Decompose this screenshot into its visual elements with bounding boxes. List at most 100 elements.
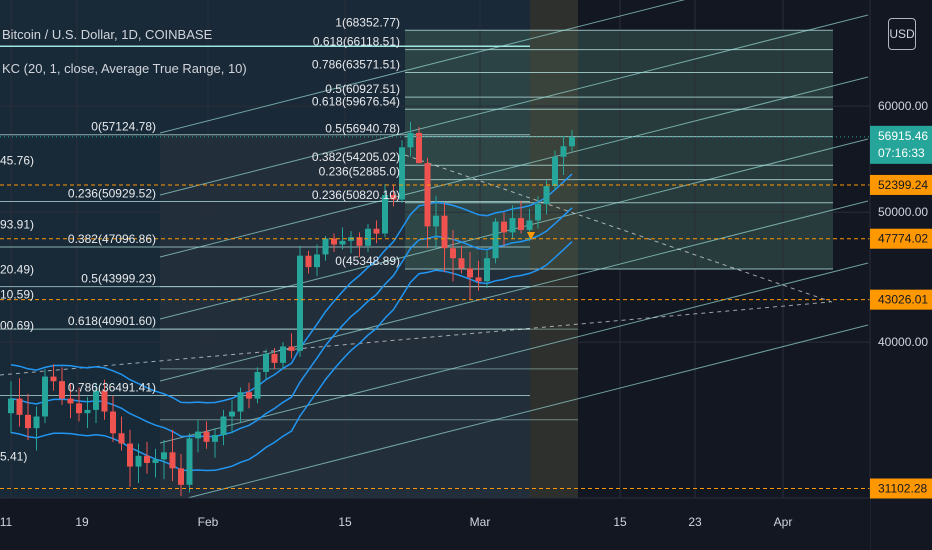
price-axis-tick: 40000.00 [878, 335, 928, 349]
candle-body [560, 146, 567, 157]
last-price-box [870, 125, 932, 164]
fib-label-partial: 00.69) [0, 318, 34, 332]
time-axis-tick: 23 [688, 515, 702, 529]
candle-body [110, 411, 116, 434]
fib-label-right: 0.786(63571.51) [312, 57, 400, 71]
time-axis-tick: 19 [75, 515, 89, 529]
fib-label-right: 0(45348.89) [335, 254, 400, 268]
candle-body [280, 346, 286, 363]
candle-body [365, 228, 371, 246]
fib-label-right: 0.618(66118.51) [313, 35, 400, 49]
candle-body [152, 459, 159, 463]
candle-body [390, 195, 397, 200]
candle-body [254, 371, 261, 399]
channel-line [159, 262, 869, 444]
last-price-countdown: 07:16:33 [878, 146, 925, 160]
candle-body [229, 411, 235, 417]
candle-body [314, 254, 320, 268]
candle-body [475, 277, 482, 282]
signal-marker [527, 232, 535, 240]
candle-body [373, 228, 380, 234]
time-axis-tick: Apr [774, 515, 793, 529]
candle-body [118, 433, 125, 444]
fib-label-left: 0.786(36491.41) [68, 381, 156, 395]
date-range-zone [530, 0, 578, 498]
time-axis-background [0, 498, 870, 550]
candle-body [50, 376, 57, 382]
candle-body [305, 255, 312, 268]
fib-label-right: 0.5(60927.51) [325, 82, 400, 96]
trend-dashed-line [404, 154, 833, 303]
fib-label-partial: 93.91) [0, 217, 34, 231]
candle-body [450, 248, 456, 259]
price-tag-label: 43026.01 [878, 293, 928, 307]
fib-label-right: 0.236(50820.10) [312, 188, 400, 202]
candle-body [33, 416, 40, 429]
candle-body [212, 434, 218, 442]
candle-body [127, 443, 133, 467]
candle-body [59, 381, 65, 399]
price-tag-label: 31102.28 [878, 482, 927, 496]
candle-body [526, 220, 533, 230]
indicator-legend: KC (20, 1, close, Average True Range, 10… [2, 61, 247, 76]
candle-body [518, 218, 524, 230]
channel-line [159, 324, 869, 506]
price-axis-tick: 50000.00 [878, 205, 928, 219]
fib-label-right: 0.236(52885.0) [319, 165, 400, 179]
trend-dashed-line [0, 301, 831, 376]
candle-body [16, 398, 23, 415]
candle-body [297, 255, 303, 351]
candle-body [569, 136, 575, 147]
last-price-label: 56915.46 [878, 129, 928, 143]
candle-body [161, 452, 167, 460]
currency-button[interactable]: USD [888, 18, 916, 50]
candle-body [101, 390, 108, 412]
candle-body [237, 392, 244, 412]
candle-body [407, 132, 414, 148]
channel-line [159, 14, 869, 196]
candle-body [356, 237, 363, 246]
candle-body [203, 431, 210, 442]
candle-body [535, 204, 541, 221]
fib-label-right: 0.382(54205.02) [312, 150, 400, 164]
price-tag-box [870, 478, 932, 499]
candle-body [135, 455, 142, 467]
candle-body [220, 416, 227, 435]
price-axis-tick: 60000.00 [878, 99, 928, 113]
candle-body [552, 156, 558, 187]
candle-body [399, 147, 405, 200]
candle-body [467, 268, 473, 278]
channel-line [159, 200, 869, 382]
price-axis-background [870, 0, 932, 550]
price-tag-label: 52399.24 [878, 178, 928, 192]
fib-label-partial: 10.59) [0, 288, 34, 302]
channel-line [159, 0, 686, 134]
candle-body [93, 390, 99, 410]
candle-body [433, 215, 439, 227]
time-axis-tick: 11 [0, 515, 13, 529]
candle-body [42, 376, 48, 417]
fib-label-left: 0(57124.78) [91, 120, 156, 134]
candle-body [186, 438, 193, 485]
candle-body [271, 353, 278, 363]
candle-body [543, 186, 550, 205]
candle-body [509, 218, 516, 233]
candle-body [246, 392, 252, 399]
candle-body [25, 414, 31, 429]
candle-body [169, 452, 176, 469]
time-axis-tick: 15 [338, 515, 352, 529]
candle-body [424, 163, 431, 227]
time-axis-tick: Mar [470, 515, 491, 529]
keltner-upper [10, 173, 573, 404]
fib-label-left: 0.236(50929.52) [68, 187, 156, 201]
candle-body [339, 240, 346, 245]
fib-label-partial: 5.41) [0, 450, 27, 464]
candle-body [144, 455, 150, 463]
candle-body [492, 221, 499, 259]
fib-label-partial: 20.49) [0, 262, 34, 276]
candle-body [331, 238, 337, 245]
price-tag-box [870, 228, 932, 249]
candle-body [288, 346, 295, 351]
fib-label-left: 0.618(40901.60) [68, 314, 156, 328]
